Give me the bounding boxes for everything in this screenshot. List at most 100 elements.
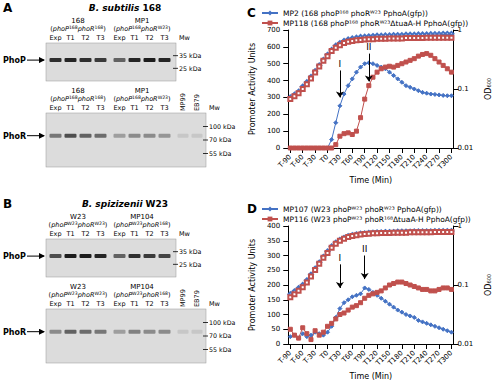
svg-text:Mw: Mw: [179, 34, 191, 42]
svg-text:EB79: EB79: [193, 94, 201, 111]
svg-text:Exp: Exp: [49, 300, 61, 308]
svg-text:PhoR: PhoR: [3, 132, 26, 141]
svg-text:T1: T1: [65, 104, 74, 112]
svg-text:T2: T2: [80, 230, 89, 238]
svg-text:Promoter Activity Units: Promoter Activity Units: [248, 43, 257, 135]
svg-text:0: 0: [276, 144, 280, 152]
svg-text:T1: T1: [65, 300, 74, 308]
svg-text:Exp: Exp: [49, 230, 61, 238]
svg-text:T3: T3: [95, 230, 104, 238]
svg-text:T300: T300: [435, 153, 454, 172]
svg-text:700: 700: [267, 26, 280, 34]
svg-text:OD₆₀₀: OD₆₀₀: [484, 78, 493, 100]
svg-text:T3: T3: [95, 300, 104, 308]
svg-text:400: 400: [267, 222, 280, 230]
svg-text:II: II: [366, 42, 371, 52]
svg-text:T1: T1: [129, 34, 138, 42]
svg-text:T1: T1: [129, 300, 138, 308]
svg-text:100 kDa: 100 kDa: [209, 319, 236, 326]
svg-text:(phoPW23phoR168): (phoPW23phoR168): [113, 291, 170, 300]
svg-text:T-30: T-30: [301, 153, 318, 170]
svg-text:70 kDa: 70 kDa: [209, 332, 232, 339]
svg-text:T3: T3: [159, 300, 168, 308]
svg-text:PhoP: PhoP: [3, 56, 26, 65]
svg-text:55 kDa: 55 kDa: [209, 346, 232, 353]
svg-text:T3: T3: [95, 104, 104, 112]
svg-text:Promoter Activity Units: Promoter Activity Units: [248, 239, 257, 331]
svg-text:500: 500: [267, 60, 280, 68]
svg-text:(phoPW23phoR168): (phoPW23phoR168): [113, 221, 170, 230]
svg-text:MP2 (168 phoP¹⁶⁸ phoRᵂ²³ PphoA: MP2 (168 phoP¹⁶⁸ phoRᵂ²³ PphoA(gfp)): [283, 9, 428, 18]
svg-text:D: D: [247, 202, 257, 216]
svg-text:MP99: MP99: [179, 93, 187, 111]
svg-text:100 kDa: 100 kDa: [209, 123, 236, 130]
svg-text:T1: T1: [65, 34, 74, 42]
svg-text:T2: T2: [144, 230, 153, 238]
svg-text:T2: T2: [144, 34, 153, 42]
svg-text:T2: T2: [80, 34, 89, 42]
svg-text:600: 600: [267, 43, 280, 51]
svg-text:100: 100: [267, 127, 280, 135]
svg-text:T2: T2: [144, 300, 153, 308]
svg-text:200: 200: [267, 281, 280, 289]
svg-text:T2: T2: [144, 104, 153, 112]
svg-text:300: 300: [267, 93, 280, 101]
svg-text:350: 350: [267, 237, 280, 245]
svg-text:Exp: Exp: [113, 300, 125, 308]
svg-text:100: 100: [267, 311, 280, 319]
svg-text:B. spizizenii W23: B. spizizenii W23: [82, 199, 168, 209]
svg-text:0.01: 0.01: [458, 340, 474, 348]
svg-text:MP99: MP99: [179, 289, 187, 307]
svg-text:II: II: [362, 244, 367, 254]
svg-text:B. subtilis 168: B. subtilis 168: [89, 3, 161, 13]
svg-text:400: 400: [267, 77, 280, 85]
svg-text:OD₆₀₀: OD₆₀₀: [484, 274, 493, 296]
svg-text:35 kDa: 35 kDa: [179, 248, 202, 255]
svg-text:0.01: 0.01: [458, 144, 474, 152]
svg-text:Exp: Exp: [113, 34, 125, 42]
svg-text:MP107 (W23 phoPᵂ²³ phoRᵂ²³ Pph: MP107 (W23 phoPᵂ²³ phoRᵂ²³ PphoA(gfp)): [283, 205, 442, 214]
svg-text:25 kDa: 25 kDa: [179, 261, 202, 268]
svg-text:Exp: Exp: [113, 104, 125, 112]
svg-text:(phoPW23phoRW23): (phoPW23phoRW23): [49, 221, 108, 230]
svg-text:PhoP: PhoP: [3, 252, 26, 261]
svg-text:(phoP168phoR168): (phoP168phoR168): [50, 25, 106, 34]
svg-text:250: 250: [267, 266, 280, 274]
svg-text:Exp: Exp: [113, 230, 125, 238]
svg-text:Mw: Mw: [209, 104, 221, 112]
svg-text:PhoR: PhoR: [3, 328, 26, 337]
svg-text:B: B: [3, 197, 12, 211]
svg-text:A: A: [3, 1, 13, 15]
svg-text:T3: T3: [159, 230, 168, 238]
svg-text:200: 200: [267, 110, 280, 118]
svg-text:300: 300: [267, 252, 280, 260]
svg-text:70 kDa: 70 kDa: [209, 136, 232, 143]
svg-text:T3: T3: [159, 104, 168, 112]
svg-text:T1: T1: [65, 230, 74, 238]
svg-text:Time (Min): Time (Min): [349, 176, 393, 185]
svg-text:T3: T3: [95, 34, 104, 42]
svg-text:Time (Min): Time (Min): [349, 372, 393, 381]
svg-text:(phoP168phoR168): (phoP168phoR168): [50, 95, 106, 104]
svg-text:150: 150: [267, 296, 280, 304]
svg-text:MP116 (W23 phoPᵂ²³ phoR¹⁶⁸Δtua: MP116 (W23 phoPᵂ²³ phoR¹⁶⁸ΔtuaA-H PphoA(…: [283, 215, 471, 224]
svg-text:0: 0: [276, 340, 280, 348]
svg-text:0.1: 0.1: [458, 85, 469, 93]
svg-text:T3: T3: [159, 34, 168, 42]
svg-text:35 kDa: 35 kDa: [179, 52, 202, 59]
svg-text:(phoP168phoRW23): (phoP168phoRW23): [113, 95, 170, 104]
svg-text:T1: T1: [129, 104, 138, 112]
svg-text:(phoP168phoRW23): (phoP168phoRW23): [113, 25, 170, 34]
svg-text:T1: T1: [129, 230, 138, 238]
svg-text:Mw: Mw: [179, 230, 191, 238]
svg-text:T-30: T-30: [301, 349, 318, 366]
svg-text:Mw: Mw: [209, 300, 221, 308]
svg-text:55 kDa: 55 kDa: [209, 150, 232, 157]
svg-text:T300: T300: [435, 349, 454, 368]
svg-text:C: C: [247, 6, 256, 20]
svg-text:0.1: 0.1: [458, 281, 469, 289]
svg-text:T2: T2: [80, 104, 89, 112]
svg-text:I: I: [339, 253, 342, 263]
svg-text:25 kDa: 25 kDa: [179, 65, 202, 72]
svg-text:MP118 (168 phoP¹⁶⁸ phoRᵂ²³Δtua: MP118 (168 phoP¹⁶⁸ phoRᵂ²³ΔtuaA-H PphoA(…: [283, 19, 468, 28]
